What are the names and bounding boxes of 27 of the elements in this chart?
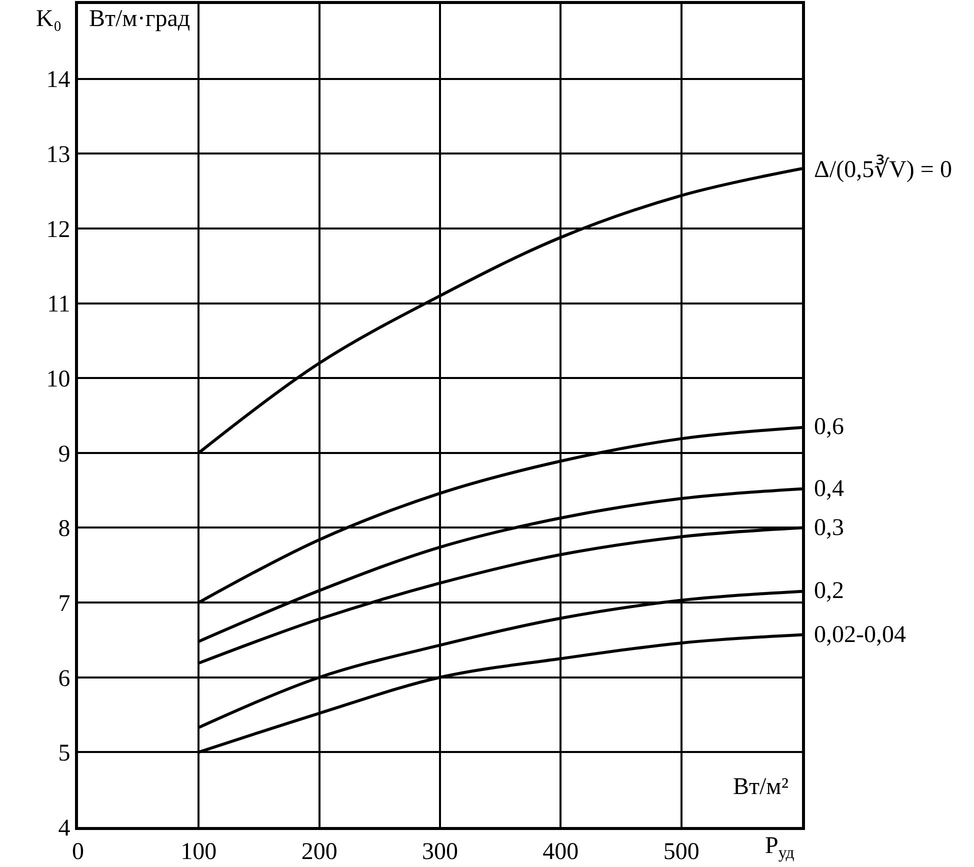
x-tick-label: 400 [542,838,579,865]
series-label: 0,2 [814,578,844,604]
series-label: 0,02-0,04 [814,622,906,648]
y-tick-label: 5 [58,740,70,767]
x-axis-title: P$_{уд}$ [765,833,795,862]
y-tick-label: 13 [46,142,70,168]
series-label: 0,6 [814,414,844,440]
series-label: 0,3 [814,515,844,541]
y-tick-label: 8 [58,516,70,542]
y-tick-label: 12 [46,216,70,243]
y-tick-label: 7 [58,590,70,617]
x-tick-label: 0 [72,838,84,865]
annotation: Вт/м² [733,774,789,800]
y-tick-label: 9 [58,441,70,468]
y-tick-label: 6 [58,666,70,692]
x-tick-label: 300 [422,838,458,865]
x-tick-label: 100 [180,838,217,865]
series-label: Δ/(0,5∛V) = 0 [814,154,952,183]
series-label: 0,4 [814,476,844,502]
y-tick-label: 11 [47,292,70,318]
annotation: Вт/м·град [89,6,190,32]
x-tick-label: 200 [301,838,338,865]
x-tick-label: 500 [663,838,700,865]
y-tick-label: 14 [46,67,70,94]
y-tick-label: 4 [58,815,70,842]
y-tick-label: 10 [46,366,70,392]
y-axis-title: K₀ [36,6,62,32]
